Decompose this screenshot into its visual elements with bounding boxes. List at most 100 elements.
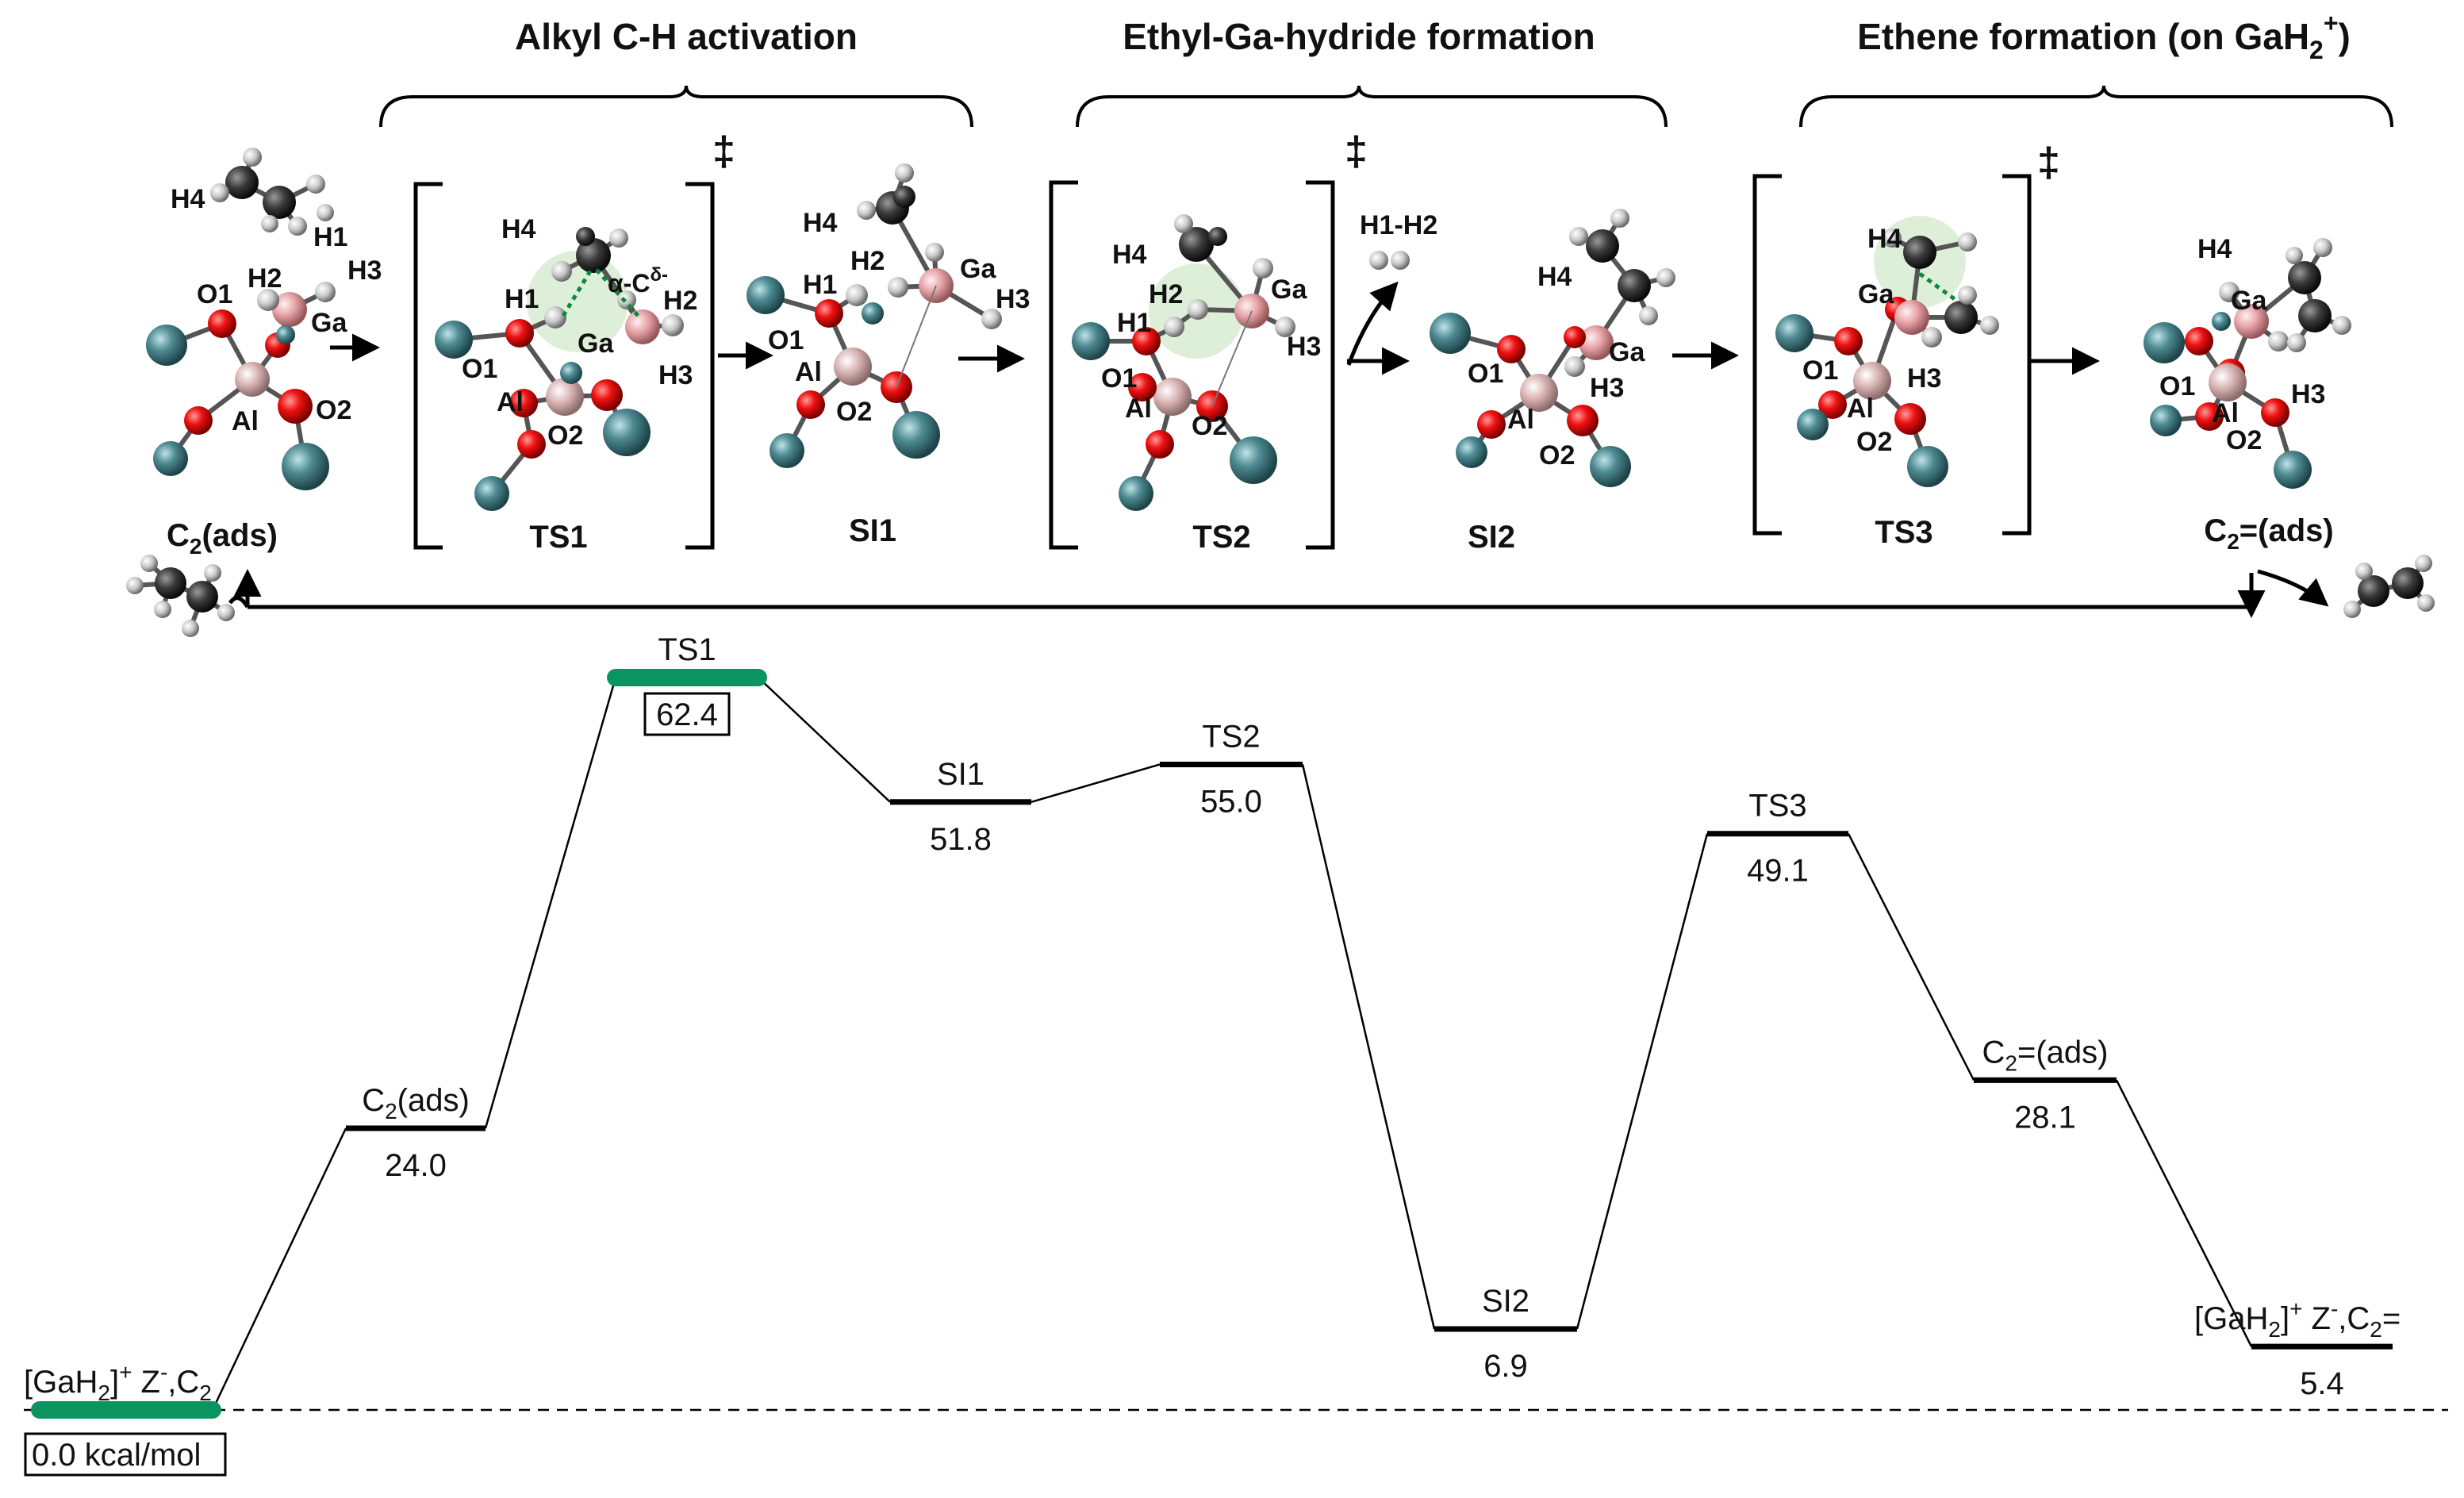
ethene-right-molecule [2343,555,2435,618]
ts1-atom-label: H4 [501,214,536,244]
ts2-ts-symbol: ‡ [1345,129,1368,175]
section-title-2: Ethyl-Ga-hydride formation [1123,16,1595,57]
oxygen-atom [208,309,236,338]
si2-atom-label: Ga [1609,337,1645,367]
ts3-atom-label: O2 [1856,427,1892,457]
ts3-ts-symbol: ‡ [2037,140,2060,186]
ts1-structure-name: TS1 [529,520,587,555]
hydrogen-atom [182,620,199,637]
oxygen-atom [1477,410,1506,439]
c2eads-atom-label: O1 [2159,371,2195,401]
hydrogen-atom [2355,563,2373,580]
level-name-c2ads: C2(ads) [362,1083,470,1124]
carbon-atom [2298,299,2332,332]
hydrogen-atom [1656,268,1675,287]
alpha-carbon-annotation: α-Cδ- [608,264,668,298]
ts2-atom-label: H3 [1287,332,1321,362]
si2-structure-name: SI2 [1468,520,1515,555]
level-value-ts1: 62.4 [656,697,718,732]
oxygen-atom [278,389,313,424]
connector-start-c2ads [211,1127,347,1411]
ts2-atom-label: H2 [1149,279,1183,309]
level-value-ts3: 49.1 [1747,854,1809,889]
carbon-atom [1208,227,1227,246]
hydrogen-atom [261,215,278,232]
ethene-release-arrow [2257,569,2329,607]
carbon-atom [1903,236,1936,269]
si2-atom-label: O2 [1539,440,1575,471]
hydrogen-atom [288,217,307,236]
c2eads-atom-label: H3 [2291,379,2325,409]
section-title-3: Ethene formation (on GaH2+) [1857,9,2351,64]
hydrogen-atom [846,284,868,306]
oxygen-atom [815,299,843,328]
ts3-atom-label: Al [1847,394,1874,424]
section-brace-2 [1076,85,1668,128]
hydrogen-atom [126,577,144,594]
oxygen-atom [1146,430,1174,459]
oxygen-atom [509,389,538,417]
silicon-atom [435,321,473,359]
level-value-ts2: 55.0 [1200,784,1262,819]
level-value-c2eads: 28.1 [2014,1100,2076,1135]
connector-ts2-si2 [1301,764,1436,1330]
oxygen-atom [505,319,534,348]
oxygen-atom [2195,402,2224,431]
silicon-atom [1430,313,1471,354]
h2-release-label: H1-H2 [1360,210,1437,240]
hydrogen-atom [2313,238,2332,257]
oxygen-atom [1834,327,1863,355]
hydrogen-atom [2287,333,2306,352]
level-name-ts2: TS2 [1202,719,1260,754]
hydrogen-atom [1188,299,1208,320]
carbon-atom [1618,269,1651,302]
ts3-atom-label: H4 [1867,224,1902,254]
ts3-structure-name: TS3 [1875,515,1932,550]
hydrogen-atom [204,564,221,582]
carbon-atom [893,186,915,208]
h2-release-arrow [1346,281,1399,366]
aluminum-atom [2209,363,2247,401]
silicon-atom [146,325,187,366]
oxygen-atom [1564,326,1586,348]
oxygen-atom [2185,327,2213,355]
carbon-atom [1944,301,1978,334]
oxygen-atom [1128,373,1157,401]
ts2-bracket-left [1049,180,1078,550]
ts1-forming-bond [595,268,643,321]
section-brace-1 [379,85,973,128]
ts3-atom-label: O1 [1802,355,1838,386]
silicon-atom [1775,314,1813,352]
ts3-molecule [1775,229,1999,487]
hydrogen-atom [609,229,628,248]
cycle-return-line [248,573,2254,609]
hydrogen-atom [1610,209,1629,228]
level-value-si1: 51.8 [930,822,992,857]
ts2-atom-label: H1 [1117,308,1151,338]
silicon-atom [282,443,329,490]
c2ads-atom-label: O2 [316,395,351,425]
hydrogen-atom [1391,251,1410,270]
carbon-atom [225,166,259,199]
ts2-atom-label: Ga [1271,275,1307,305]
carbon-atom [2392,567,2424,599]
si1-atom-label: O1 [768,325,804,355]
carbon-atom [1586,229,1619,263]
hydrogen-atom [1564,356,1585,377]
oxygen-atom [1497,335,1526,363]
c2ads-atom-label: H2 [248,263,282,294]
silicon-atom [474,476,509,511]
oxygen-atom [1818,390,1847,419]
hydrogen-atom [662,314,684,336]
hydrogen-atom [1253,258,1273,278]
hydrogen-atom [2343,601,2361,618]
ts2-molecule [1072,214,1295,511]
level-value-start: 0.0 kcal/mol [32,1438,201,1473]
oxygen-atom [517,430,546,459]
silicon-atom [770,433,804,468]
gallium-atom [1894,300,1929,335]
silicon-atom [1230,436,1277,484]
c2ads-atom-label: H4 [171,184,205,214]
